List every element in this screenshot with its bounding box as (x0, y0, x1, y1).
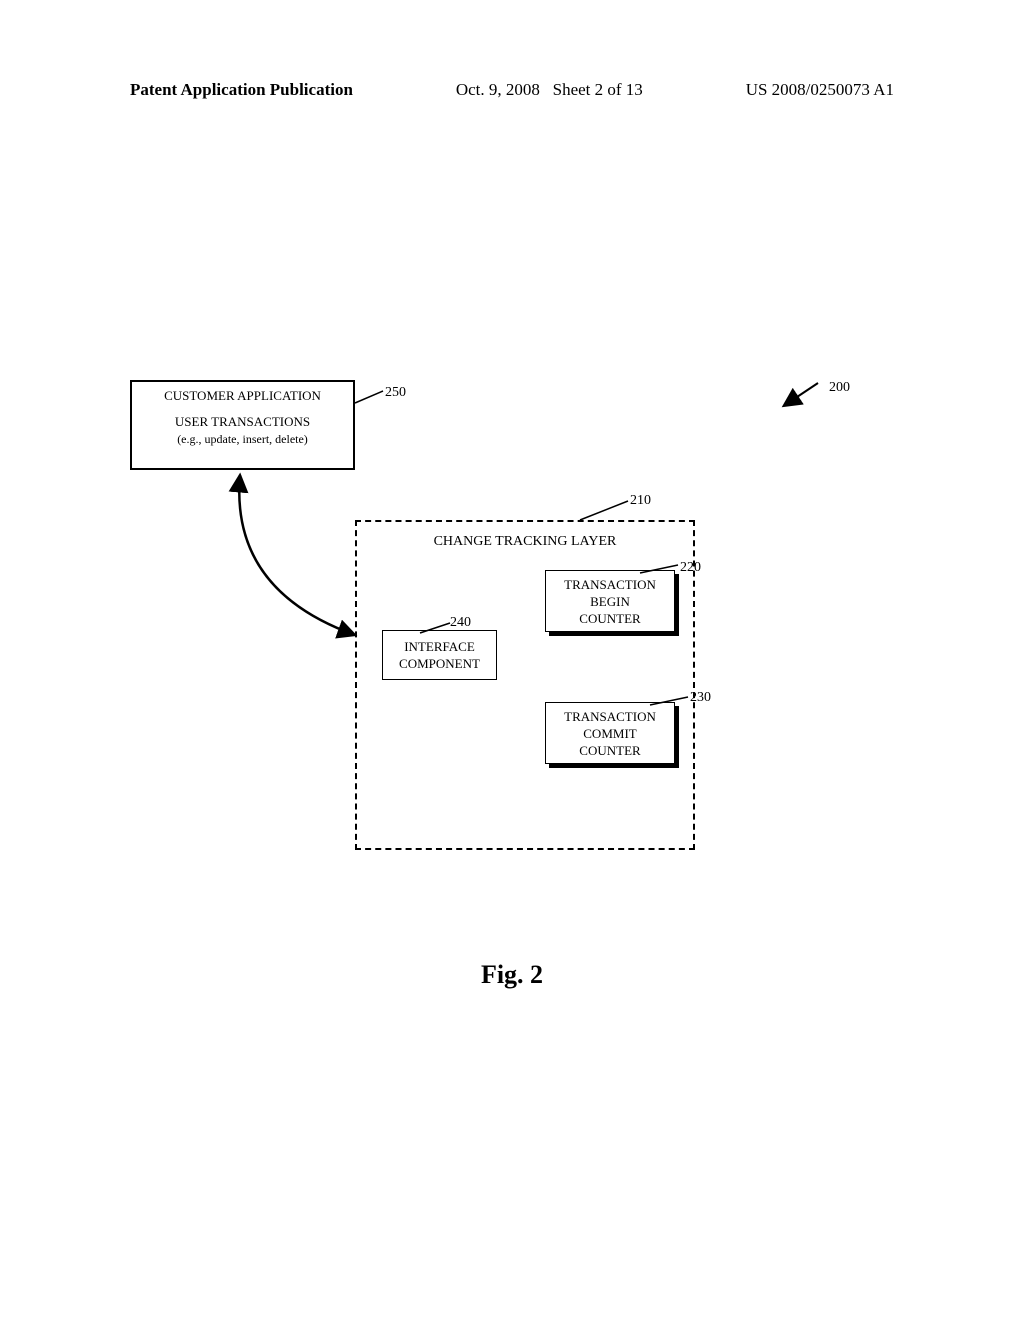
header-date-sheet: Oct. 9, 2008 Sheet 2 of 13 (456, 80, 643, 100)
ref-label-220: 220 (680, 560, 701, 576)
figure-diagram: 200 CUSTOMER APPLICATION USER TRANSACTIO… (130, 380, 850, 910)
ref-leader-230 (650, 687, 690, 707)
transaction-begin-counter-box: TRANSACTION BEGIN COUNTER (545, 570, 675, 632)
ref-label-210: 210 (630, 493, 651, 509)
ref-label-240: 240 (450, 615, 471, 631)
ref-arrow-200 (770, 375, 830, 415)
ref-label-230: 230 (690, 690, 711, 706)
page-header: Patent Application Publication Oct. 9, 2… (0, 80, 1024, 100)
transaction-begin-line2: BEGIN (546, 594, 674, 611)
customer-app-title: CUSTOMER APPLICATION (136, 388, 349, 404)
header-date: Oct. 9, 2008 (456, 80, 540, 99)
connector-arrow (180, 470, 380, 670)
interface-line1: INTERFACE (383, 639, 496, 656)
customer-application-box: CUSTOMER APPLICATION USER TRANSACTIONS (… (130, 380, 355, 470)
ref-leader-210 (580, 498, 635, 523)
figure-caption: Fig. 2 (0, 960, 1024, 990)
transaction-commit-line3: COUNTER (546, 743, 674, 760)
interface-line2: COMPONENT (383, 656, 496, 673)
transaction-commit-line1: TRANSACTION (546, 709, 674, 726)
header-sheet: Sheet 2 of 13 (553, 80, 643, 99)
customer-app-example: (e.g., update, insert, delete) (136, 432, 349, 447)
customer-app-subtitle: USER TRANSACTIONS (136, 414, 349, 430)
header-pub-number: US 2008/0250073 A1 (746, 80, 894, 100)
ref-label-250: 250 (385, 385, 406, 401)
transaction-commit-line2: COMMIT (546, 726, 674, 743)
header-publication-label: Patent Application Publication (130, 80, 353, 100)
ref-label-200: 200 (829, 380, 850, 396)
transaction-begin-line3: COUNTER (546, 611, 674, 628)
transaction-commit-counter-box: TRANSACTION COMMIT COUNTER (545, 702, 675, 764)
ref-leader-220 (640, 555, 680, 575)
change-tracking-title: CHANGE TRACKING LAYER (369, 534, 681, 550)
transaction-begin-line1: TRANSACTION (546, 577, 674, 594)
